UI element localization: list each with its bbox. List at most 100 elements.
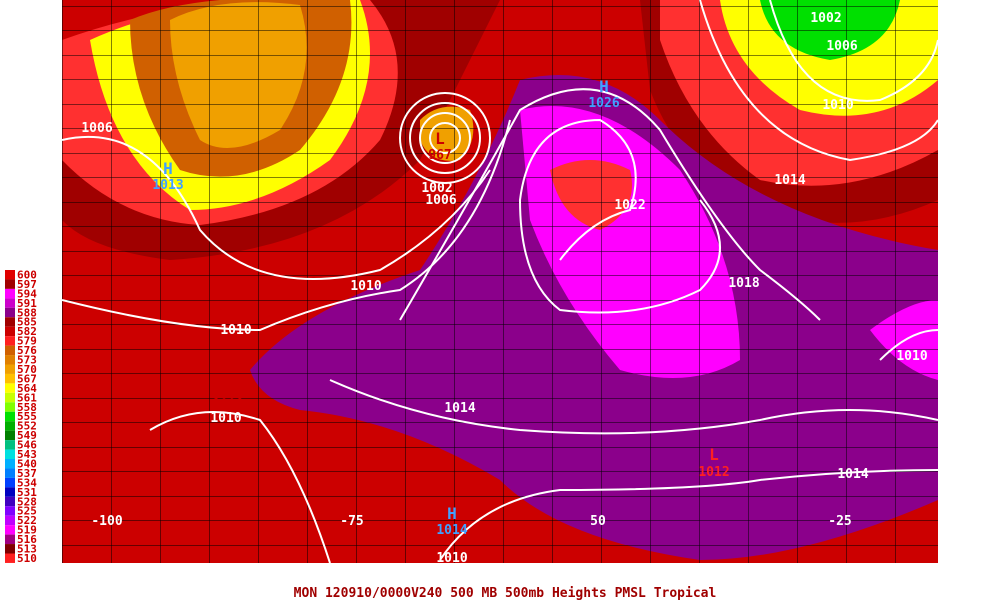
isobar-label: 1010 <box>896 349 927 364</box>
center-value: 1012 <box>698 465 729 480</box>
colorbar-label: 531 <box>17 486 37 499</box>
colorbar-label: 564 <box>17 382 37 395</box>
longitude-label: -25 <box>828 514 851 529</box>
colorbar-label: 534 <box>17 476 37 489</box>
colorbar-swatch <box>5 355 15 365</box>
colorbar-label: 579 <box>17 335 37 348</box>
center-symbol: H <box>447 504 457 523</box>
longitude-label: 50 <box>590 514 606 529</box>
colorbar-label: 516 <box>17 533 37 546</box>
colorbar-swatch <box>5 477 15 488</box>
colorbar-label: 519 <box>17 524 37 537</box>
center-symbol: H <box>599 77 609 96</box>
colorbar-swatch <box>5 336 15 346</box>
center-value: 1026 <box>588 96 619 111</box>
isobar-label: 1014 <box>774 173 805 188</box>
colorbar-label: 582 <box>17 325 37 338</box>
colorbar-swatch <box>5 506 15 516</box>
colorbar-swatch <box>5 317 15 327</box>
colorbar-label: 567 <box>17 372 37 385</box>
colorbar-label: 537 <box>17 467 37 480</box>
colorbar-swatch <box>5 468 15 478</box>
colorbar-label: 570 <box>17 363 37 376</box>
isobar-label: 1006 <box>826 39 857 54</box>
colorbar-swatch <box>5 544 15 554</box>
colorbar-label: 549 <box>17 429 37 442</box>
colorbar-swatch <box>5 307 15 318</box>
colorbar-label: 510 <box>17 552 37 565</box>
colorbar-label: 555 <box>17 410 37 423</box>
colorbar-label: 552 <box>17 420 37 433</box>
colorbar-swatch <box>5 279 15 289</box>
colorbar-swatch <box>5 298 15 308</box>
isobar-label: 1008 <box>212 397 243 412</box>
map-fields <box>62 0 938 563</box>
center-symbol: L <box>709 445 719 464</box>
isobar-label: 1010 <box>822 98 853 113</box>
isobar-label: 1006 <box>425 193 456 208</box>
colorbar-label: 558 <box>17 401 37 414</box>
colorbar-swatch <box>5 553 15 563</box>
colorbar: 6005975945915885855825795765735705675645… <box>5 268 37 565</box>
colorbar-swatch <box>5 430 15 441</box>
isobar-label: 1010 <box>350 279 381 294</box>
colorbar-swatch <box>5 288 15 299</box>
colorbar-label: 597 <box>17 278 37 291</box>
colorbar-swatch <box>5 534 15 545</box>
colorbar-swatch <box>5 270 15 280</box>
colorbar-label: 561 <box>17 391 37 404</box>
colorbar-label: 546 <box>17 439 37 452</box>
colorbar-label: 600 <box>17 268 37 281</box>
colorbar-label: 543 <box>17 448 37 461</box>
longitude-label: -100 <box>91 514 122 529</box>
center-value: 967 <box>428 148 451 163</box>
colorbar-swatch <box>5 373 15 384</box>
colorbar-swatch <box>5 421 15 431</box>
isobar-label: 1018 <box>728 276 759 291</box>
isobar-label: 1002 <box>421 181 452 196</box>
isobar-label: 1010 <box>210 411 241 426</box>
colorbar-swatch <box>5 459 15 469</box>
colorbar-swatch <box>5 345 15 356</box>
colorbar-label: 513 <box>17 543 37 556</box>
colorbar-swatch <box>5 487 15 497</box>
colorbar-swatch <box>5 402 15 412</box>
colorbar-label: 591 <box>17 297 37 310</box>
isobar-label: 1002 <box>810 11 841 26</box>
colorbar-swatch <box>5 392 15 403</box>
colorbar-swatch <box>5 411 15 422</box>
isobar-label: 1010 <box>220 323 251 338</box>
colorbar-label: 588 <box>17 306 37 319</box>
footer-title: MON 120910/0000V240 500 MB 500mb Heights… <box>294 586 717 600</box>
center-symbol: H <box>163 159 173 178</box>
longitude-label: -75 <box>340 514 363 529</box>
isobar-label: 1006 <box>81 121 112 136</box>
colorbar-label: 573 <box>17 354 37 367</box>
colorbar-label: 528 <box>17 495 37 508</box>
colorbar-label: 594 <box>17 287 37 300</box>
isobar-label: 1010 <box>436 551 467 566</box>
colorbar-swatch <box>5 515 15 526</box>
isobar-labels: 1006 1002 1006 1010 1010 1008 1010 1022 … <box>81 11 927 566</box>
colorbar-swatch <box>5 496 15 507</box>
colorbar-swatch <box>5 440 15 450</box>
isobar-label: 1022 <box>614 198 645 213</box>
colorbar-swatch <box>5 525 15 535</box>
colorbar-label: 585 <box>17 316 37 329</box>
longitude-labels: -100 -75 50 -25 <box>91 514 851 529</box>
colorbar-label: 576 <box>17 344 37 357</box>
colorbar-label: 522 <box>17 514 37 527</box>
colorbar-swatch <box>5 364 15 374</box>
center-value: 1013 <box>152 178 183 193</box>
isobar-label: 1014 <box>837 467 868 482</box>
center-value: 1014 <box>436 523 467 538</box>
colorbar-label: 540 <box>17 457 37 470</box>
center-symbol: L <box>435 129 445 148</box>
colorbar-swatch <box>5 326 15 337</box>
colorbar-swatch <box>5 383 15 393</box>
pressure-centers: H 1013 L 967 H 1026 L 1012 H 1014 <box>152 77 729 538</box>
isobar-label: 1014 <box>444 401 475 416</box>
colorbar-label: 525 <box>17 505 37 518</box>
